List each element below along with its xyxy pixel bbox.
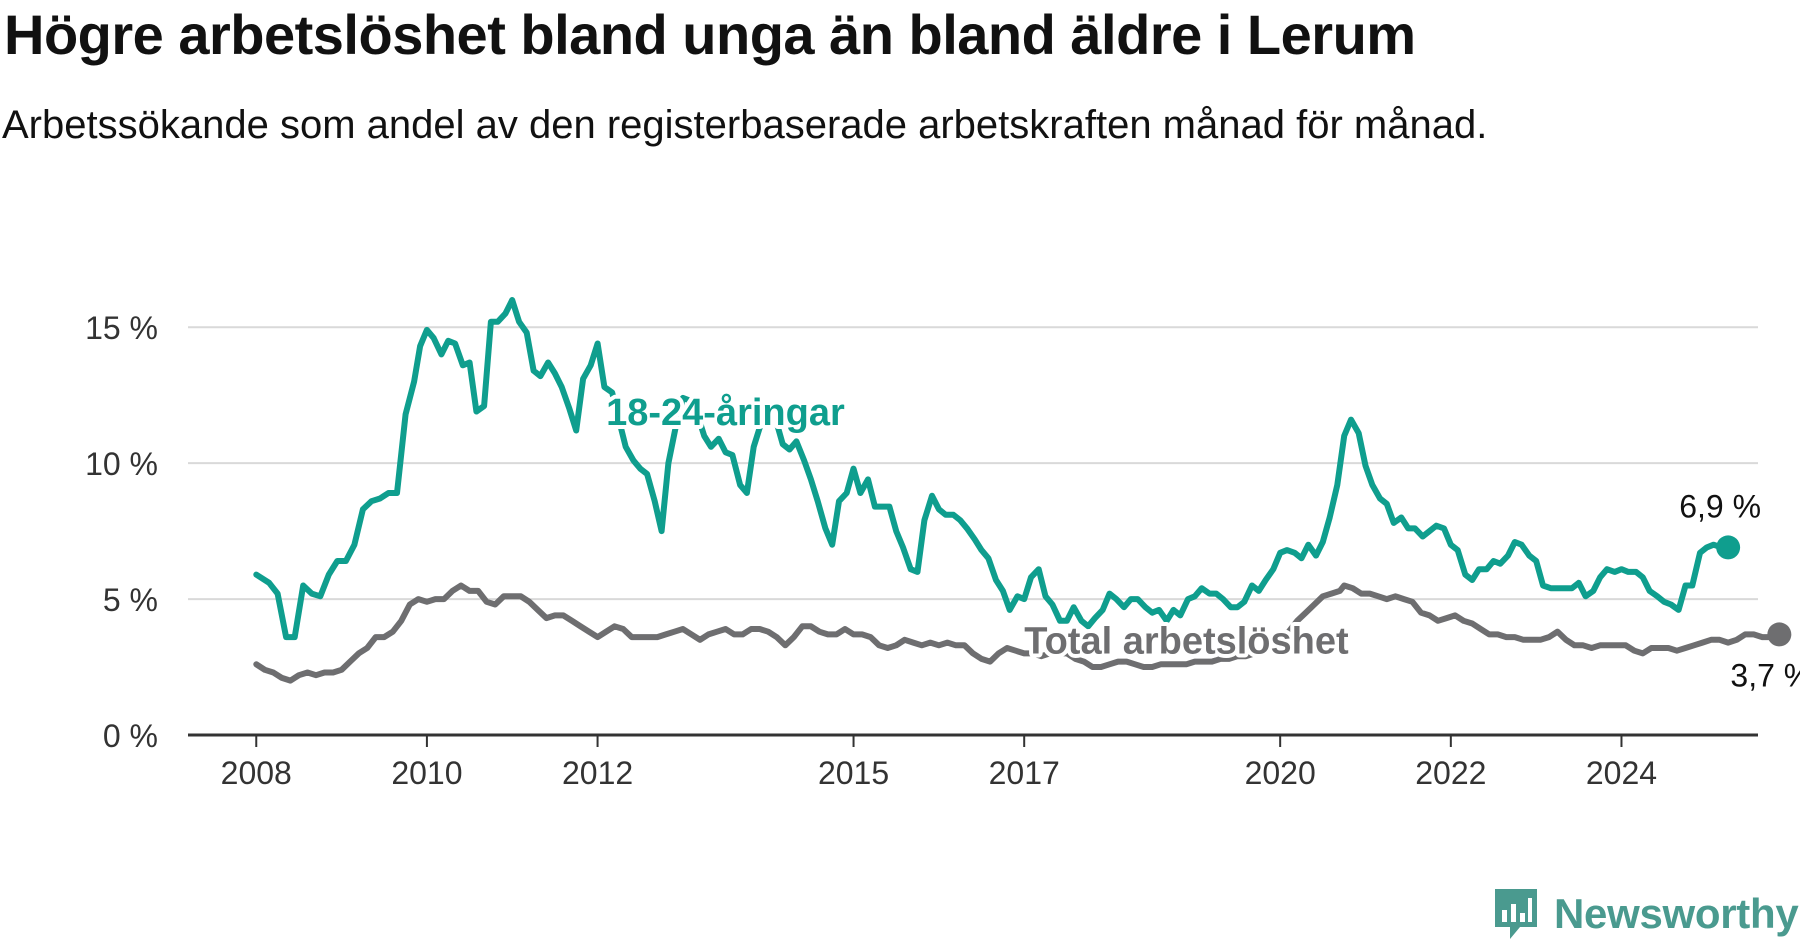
x-tick-label: 2020 — [1245, 755, 1316, 791]
x-axis: 2008 2010 2012 2015 2017 2020 2022 2024 — [188, 733, 1758, 791]
series-line-0 — [253, 297, 1732, 641]
x-tick-label: 2008 — [221, 755, 292, 791]
y-tick-label: 0 % — [103, 718, 158, 754]
brand-logo: Newsworthy — [1492, 886, 1799, 942]
brand-name: Newsworthy — [1554, 890, 1799, 937]
chart-subtitle: Arbetssökande som andel av den registerb… — [2, 103, 1488, 147]
y-tick-label: 5 % — [103, 582, 158, 618]
x-tick-label: 2022 — [1415, 755, 1486, 791]
x-tick-label: 2010 — [391, 755, 462, 791]
series-annotation-0: 18-24-åringar — [606, 392, 845, 434]
grid-lines — [188, 326, 1758, 601]
x-tick-label: 2012 — [562, 755, 633, 791]
series-line-1 — [253, 582, 1783, 684]
y-tick-label: 15 % — [85, 310, 158, 346]
series-annotation-1: Total arbetslöshet — [1024, 620, 1349, 662]
series-end-marker-0 — [1716, 535, 1741, 560]
x-tick-label: 2017 — [989, 755, 1060, 791]
chart-title: Högre arbetslöshet bland unga än bland ä… — [4, 3, 1416, 66]
series-end-label-0: 6,9 % — [1679, 488, 1761, 524]
series-end-marker-1 — [1767, 622, 1792, 647]
x-tick-label: 2015 — [818, 755, 889, 791]
series-end-label-1: 3,7 % — [1730, 657, 1800, 693]
series-lines: 6,9 % 3,7 % — [253, 297, 1800, 693]
x-tick-label: 2024 — [1586, 755, 1657, 791]
newsworthy-logo-icon — [1495, 889, 1537, 939]
series-labels: 18-24-åringar Total arbetslöshet — [602, 388, 1353, 666]
y-axis: 0 % 5 % 10 % 15 % — [85, 310, 158, 754]
y-tick-label: 10 % — [85, 446, 158, 482]
